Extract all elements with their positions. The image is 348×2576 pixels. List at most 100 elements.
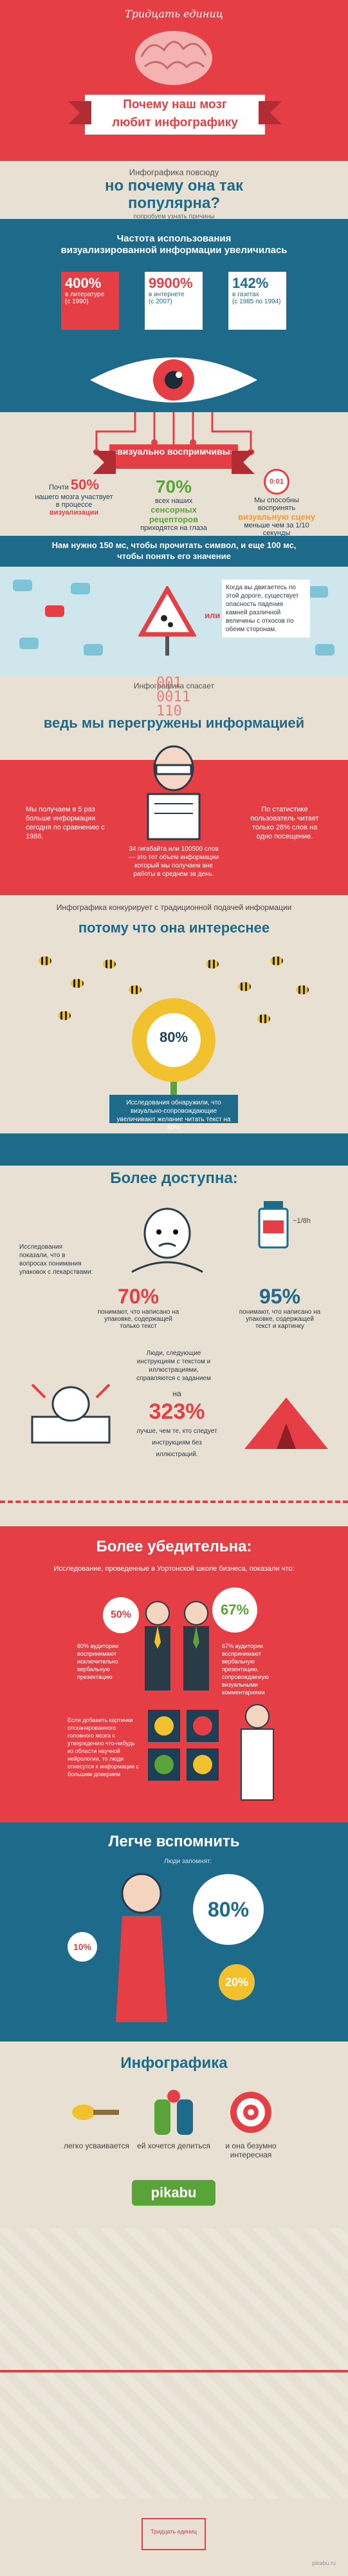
intro-hint: попробуем узнать причины xyxy=(133,213,215,219)
accessible-section: Более доступна: ~1/8h Исследования показ… xyxy=(0,1166,348,1526)
car-icon xyxy=(71,583,90,594)
footer-watermark: pikabu.ru xyxy=(312,2560,336,2566)
accessible-heading: Более доступна: xyxy=(110,1170,238,1187)
title-line1: Почему наш мозг xyxy=(123,98,227,111)
accessible-intro: Исследования показали, что в вопросах по… xyxy=(19,1244,93,1276)
car-icon xyxy=(309,586,328,598)
final-heading: Инфографика xyxy=(120,2054,228,2072)
memory-lead: Люди запомнят: xyxy=(164,1858,212,1865)
overload-heading: ведь мы перегружены информацией xyxy=(43,715,305,731)
brain-icon xyxy=(135,31,212,85)
visual-stat-speed: 0:01 Мы способны воспринять визуальную сц… xyxy=(235,469,318,537)
accessible-divider xyxy=(0,1501,348,1526)
overload-left: Мы получаем в 5 раз больше информации се… xyxy=(26,806,105,840)
medicine-bottle-icon xyxy=(258,1201,289,1249)
memory-heading: Легче вспомнить xyxy=(108,1833,240,1850)
binary-text: 001 0011 110 xyxy=(156,676,190,719)
memory-big: 80% xyxy=(193,1874,264,1945)
car-icon xyxy=(19,638,39,649)
car-icon xyxy=(315,644,334,656)
final-item-2: ей хочется делиться xyxy=(137,2141,210,2150)
bee-icon xyxy=(103,960,116,969)
final-item-3: и она безумно интересная xyxy=(225,2141,277,2159)
road-or: или xyxy=(205,611,221,620)
bee-icon xyxy=(129,985,142,994)
car-icon xyxy=(84,644,103,656)
convincing-section: Более убедительна: Исследование, проведе… xyxy=(0,1526,348,1823)
footer-line xyxy=(0,2370,348,2372)
confused-man-icon xyxy=(131,1208,203,1273)
brain-scan-icon xyxy=(148,1710,219,1781)
car-icon xyxy=(45,605,64,617)
overload-mid: 34 гигабайта или 100500 слов — это тот о… xyxy=(129,846,219,878)
usage-section: Частота использования визуализированной и… xyxy=(0,219,348,412)
doctor-icon xyxy=(241,1704,274,1801)
usage-stat-newspapers: 142% в газетах (с 1985 по 1994) xyxy=(228,272,286,330)
car-icon xyxy=(13,580,32,591)
title-ribbon: Почему наш мозг любит инфографику xyxy=(68,93,282,136)
intro-lead: Инфографика повсюду xyxy=(129,167,219,177)
footer-section: Тридцать единиц pikabu.ru xyxy=(0,2499,348,2576)
flower-icon xyxy=(132,998,215,1082)
convincing-heading: Более убедительна: xyxy=(96,1538,252,1555)
eye-icon xyxy=(90,357,257,402)
intro-question: но почему она так популярна? xyxy=(104,177,244,212)
usage-stat-internet: 9900% в интернете (с 2007) xyxy=(145,272,203,330)
header-logo-text: Тридцать единиц xyxy=(125,8,223,20)
memory-right: 20% xyxy=(219,1964,255,2000)
bee-icon xyxy=(296,985,309,994)
accessible-fraction: ~1/8h xyxy=(293,1217,311,1225)
visual-stat-brain: Почти 50% нашего мозга участвует в проце… xyxy=(35,477,113,516)
convincing-right-pct: 67% xyxy=(212,1587,257,1633)
warning-sign-icon xyxy=(138,586,196,656)
title-line2: любит инфографику xyxy=(112,116,238,129)
spiral-icon xyxy=(230,2092,271,2133)
bee-icon xyxy=(71,979,84,988)
overload-right: По статистике пользователь читает только… xyxy=(250,806,319,840)
grass xyxy=(0,1133,348,1166)
spoon-icon xyxy=(72,2105,119,2120)
clock-icon: 0:01 xyxy=(264,469,289,495)
usage-stat-literature: 400% в литературе (с 1990) xyxy=(61,272,119,330)
intro-section: Инфографика повсюду но почему она так поп… xyxy=(0,161,348,219)
visual-section: «визуально воспримчивы» Почти 50% нашего… xyxy=(0,412,348,567)
bee-icon xyxy=(58,1011,71,1020)
memory-section: Легче вспомнить Люди запомнят: 80% 10% 2… xyxy=(0,1823,348,2041)
interest-heading: потому что она интереснее xyxy=(78,920,270,936)
convincing-bottom: Если добавить картинки отсканированного … xyxy=(68,1717,140,1777)
pikabu-logo[interactable]: pikabu xyxy=(132,2180,215,2206)
convincing-left-pct: 50% xyxy=(103,1597,139,1633)
header-section: Тридцать единиц Почему наш мозг любит ин… xyxy=(0,0,348,161)
overload-lead: Инфографика спасает xyxy=(133,681,215,690)
share-hands-icon xyxy=(154,2090,193,2135)
convincing-left: 80% аудитории воспринимают исключительно… xyxy=(77,1643,118,1680)
bee-icon xyxy=(270,956,283,965)
tent-icon xyxy=(244,1397,328,1449)
usage-heading: Частота использования визуализированной и… xyxy=(60,233,288,256)
accessible-left: 70% понимают, что написано на упаковке, с… xyxy=(97,1285,179,1330)
thinker-icon xyxy=(116,1873,167,2022)
accessible-big: на 323% лучше, чем те, кто следует инстр… xyxy=(136,1389,217,1458)
accessible-mid: Люди, следующие инструкциям с текстом и … xyxy=(136,1350,211,1382)
visual-ribbon: «визуально воспримчивы» xyxy=(93,444,255,474)
footer-logo: Тридцать единиц xyxy=(142,2518,206,2550)
person-reading-icon xyxy=(147,745,201,840)
interest-band: Исследования обнаружили, что визуально-с… xyxy=(109,1095,238,1132)
final-section: Инфографика легко усваивается ей хочется… xyxy=(0,2041,348,2499)
convincing-intro: Исследование, проведенные в Уортонской ш… xyxy=(53,1565,295,1573)
bee-icon xyxy=(238,982,251,991)
visual-stat-receptors: 70% всех наших сенсорных рецепторов приход… xyxy=(140,477,207,532)
businessmen-icon xyxy=(145,1601,209,1690)
overload-section: Инфографика спасает 001 0011 110 ведь мы… xyxy=(0,676,348,895)
interest-section: Инфографика конкурирует с традиционной п… xyxy=(0,895,348,1166)
interest-lead: Инфографика конкурирует с традиционной п… xyxy=(56,903,292,912)
visual-band: Нам нужно 150 мс, чтобы прочитать символ… xyxy=(0,536,348,567)
road-section: или Когда вы двигаетесь по этой дороге, … xyxy=(0,567,348,676)
convincing-right: 67% аудитории воспринимают вербальную пр… xyxy=(222,1643,269,1696)
bee-icon xyxy=(206,960,219,969)
accessible-right: 95% понимают, что написано на упаковке, с… xyxy=(239,1285,321,1330)
interest-pct: 80% xyxy=(159,1029,188,1045)
footer-stripes xyxy=(0,2228,348,2499)
frustrated-person-icon xyxy=(31,1383,111,1444)
bee-icon xyxy=(257,1014,270,1023)
